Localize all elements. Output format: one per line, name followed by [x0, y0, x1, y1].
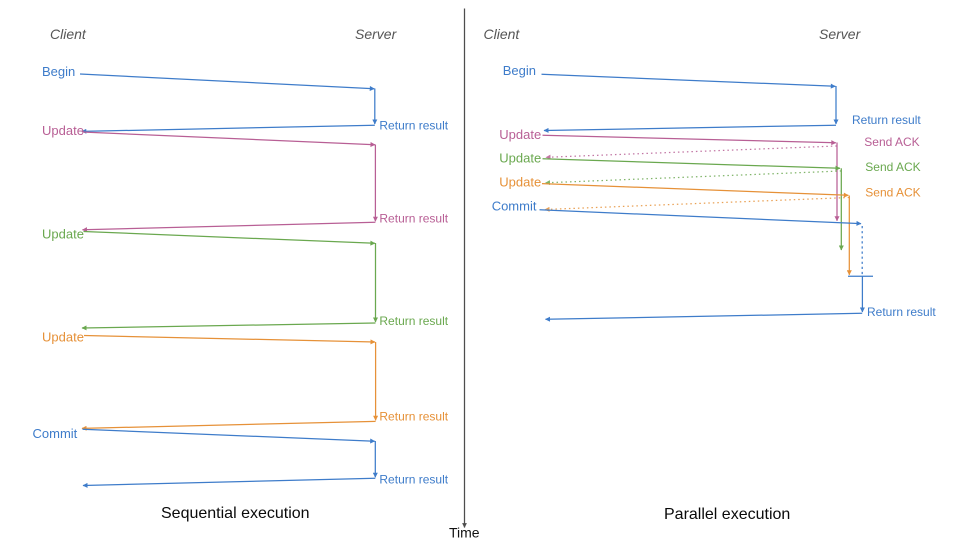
svg-text:Return result: Return result [867, 305, 936, 319]
svg-text:Send ACK: Send ACK [864, 135, 919, 149]
svg-text:Time: Time [449, 525, 480, 541]
svg-text:Update: Update [499, 127, 541, 142]
svg-text:Return result: Return result [379, 472, 448, 486]
svg-text:Commit: Commit [33, 426, 78, 441]
svg-text:Client: Client [50, 26, 87, 42]
svg-text:Server: Server [819, 26, 862, 42]
svg-text:Return result: Return result [379, 409, 448, 423]
svg-text:Update: Update [42, 227, 84, 242]
svg-text:Begin: Begin [42, 64, 75, 79]
svg-text:Sequential execution: Sequential execution [161, 505, 310, 522]
svg-text:Parallel execution: Parallel execution [664, 506, 790, 523]
svg-text:Server: Server [355, 26, 398, 42]
svg-text:Update: Update [42, 123, 84, 138]
svg-text:Update: Update [42, 330, 84, 345]
svg-text:Send ACK: Send ACK [865, 186, 920, 200]
svg-text:Return result: Return result [852, 113, 921, 127]
svg-text:Update: Update [499, 175, 541, 190]
svg-text:Begin: Begin [503, 63, 536, 78]
svg-text:Return result: Return result [379, 314, 448, 328]
svg-text:Return result: Return result [379, 119, 448, 133]
svg-text:Return result: Return result [379, 212, 448, 226]
svg-text:Commit: Commit [492, 199, 537, 214]
svg-text:Client: Client [484, 26, 521, 42]
svg-text:Send ACK: Send ACK [865, 160, 920, 174]
svg-text:Update: Update [499, 151, 541, 166]
